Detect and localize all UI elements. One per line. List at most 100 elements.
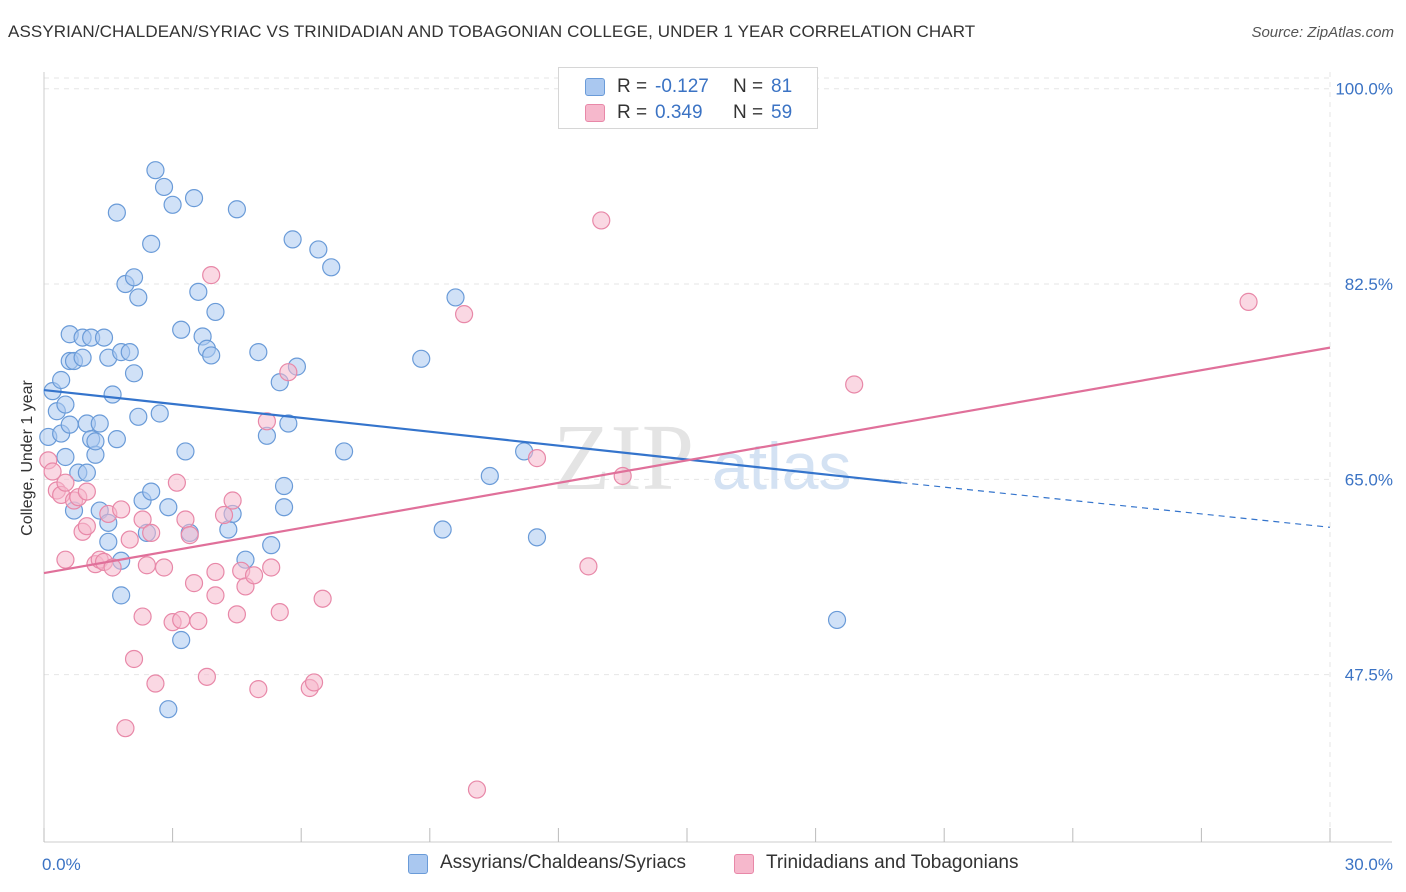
legend-label: Assyrians/Chaldeans/Syriacs — [440, 852, 687, 873]
stats-row-assyrian: R = -0.127 N = 81 — [559, 76, 817, 102]
assyrian-point — [112, 586, 131, 605]
r-label: R = — [617, 76, 648, 97]
trinidadian-point — [304, 673, 324, 692]
assyrian-point — [527, 528, 547, 547]
trinidadian-point — [172, 610, 191, 630]
trinidadian-point — [184, 574, 204, 593]
assyrian-point — [227, 200, 246, 219]
assyrian-trend-line — [43, 388, 902, 484]
trinidadian-point — [77, 517, 96, 536]
assyrian-point — [107, 203, 126, 222]
assyrian-point — [176, 442, 195, 461]
n-value: 59 — [771, 102, 793, 123]
trinidadian-point — [279, 363, 298, 382]
assyrian-point — [129, 407, 148, 426]
assyrian-point — [103, 385, 122, 404]
assyrian-point — [202, 346, 221, 365]
assyrian-point — [90, 414, 109, 433]
assyrian-point — [124, 268, 144, 287]
trinidadian-point — [176, 510, 195, 529]
r-label: R = — [617, 102, 648, 123]
legend-swatch-blue — [408, 854, 428, 874]
assyrian-point — [73, 348, 92, 367]
legend-label: Trinidadians and Tobagonians — [766, 852, 1019, 873]
trinidadian-point — [167, 473, 186, 492]
assyrian-point — [206, 302, 225, 322]
assyrian-point — [77, 463, 96, 482]
n-value: 81 — [771, 76, 793, 97]
n-label: N = — [733, 76, 764, 97]
y-tick-label: 100.0% — [1335, 80, 1393, 99]
assyrian-point — [56, 395, 75, 414]
assyrian-point — [163, 195, 182, 214]
trinidadian-point — [142, 523, 161, 542]
r-value: -0.127 — [655, 76, 709, 97]
trinidadian-point — [270, 603, 289, 622]
trinidadian-point — [180, 526, 199, 545]
assyrian-point — [99, 532, 118, 551]
trinidadian-point — [223, 491, 242, 510]
grid-lines — [44, 72, 1331, 842]
n-label: N = — [733, 102, 764, 123]
trinidadian-point — [56, 550, 75, 569]
trinidadian-point — [124, 649, 144, 669]
y-tick-label: 65.0% — [1345, 470, 1393, 489]
assyrian-point — [142, 234, 161, 253]
trinidadian-point — [262, 558, 281, 577]
chart-title: ASSYRIAN/CHALDEAN/SYRIAC VS TRINIDADIAN … — [8, 22, 976, 41]
tick-labels: 47.5% 65.0% 82.5% 100.0% 0.0% 30.0% — [42, 80, 1393, 874]
trinidadian-point — [133, 510, 152, 529]
assyrian-point — [274, 498, 294, 517]
trinidadian-point — [56, 473, 75, 492]
stats-legend-box: R = -0.127 N = 81 R = 0.349 N = 59 — [558, 67, 818, 129]
assyrian-point — [480, 466, 499, 486]
assyrian-point — [129, 288, 148, 307]
r-value: 0.349 — [655, 102, 703, 123]
assyrian-point — [56, 447, 75, 467]
trinidadian-point — [206, 562, 225, 582]
assyrian-point — [274, 476, 294, 496]
assyrian-point — [827, 610, 847, 630]
legend-swatch-pink — [734, 854, 754, 874]
assyrian-point — [334, 442, 354, 461]
assyrian-point — [60, 415, 79, 434]
trend-lines — [43, 346, 1331, 575]
assyrian-point — [94, 328, 114, 347]
assyrian-point — [446, 288, 465, 307]
assyrian-point — [52, 370, 71, 390]
assyrian-point — [189, 282, 208, 301]
trinidadian-point — [137, 556, 156, 575]
y-tick-label: 47.5% — [1345, 666, 1393, 685]
trinidadian-point — [202, 266, 221, 285]
trinidadian-point — [206, 586, 225, 605]
assyrian-point — [124, 364, 144, 383]
trinidadian-point — [154, 558, 174, 577]
trinidadian-point — [116, 719, 135, 738]
trinidadian-point — [249, 680, 268, 699]
trinidadian-point — [227, 605, 246, 624]
stats-swatch-blue — [585, 78, 605, 96]
stats-swatch-pink — [585, 104, 605, 122]
trinidadian-point — [454, 305, 474, 324]
trinidadian-point — [845, 375, 864, 394]
assyrian-point — [172, 630, 191, 650]
trinidadian-point — [579, 557, 598, 576]
trinidadian-point — [244, 566, 264, 585]
chart-source: Source: ZipAtlas.com — [1251, 24, 1394, 41]
trinidadian-point — [313, 589, 332, 608]
trinidadian-point — [120, 530, 139, 549]
assyrian-point — [322, 258, 341, 277]
assyrian-point — [279, 414, 298, 433]
assyrian-point — [283, 230, 302, 249]
trinidadian-point — [214, 505, 234, 525]
x-tick-label: 0.0% — [42, 855, 81, 874]
assyrian-point — [159, 498, 178, 517]
trinidadian-point — [103, 558, 122, 577]
trinidadian-point — [197, 667, 216, 686]
assyrian-point — [184, 189, 204, 208]
watermark: ZIP atlas — [553, 406, 851, 510]
trinidadian-point — [527, 449, 547, 468]
trinidadian-point — [112, 500, 131, 519]
watermark-atlas: atlas — [712, 429, 851, 503]
